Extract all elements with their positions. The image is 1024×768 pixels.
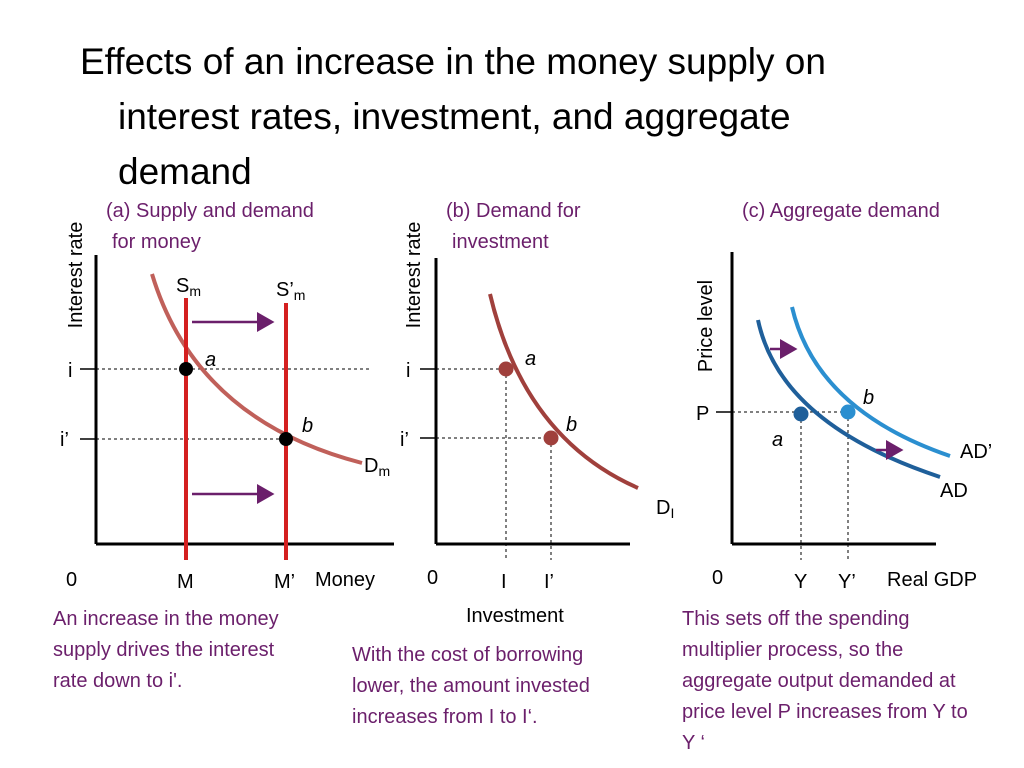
panel-c-ad-prime-curve (790, 306, 951, 458)
panel-c-ad-curve (756, 319, 941, 479)
panel-a-title: (a) Supply and demand for money (106, 196, 314, 258)
panel-b-title-line-1: (b) Demand for (446, 200, 581, 222)
panel-c-point-a (793, 406, 809, 422)
panel-b-title-line-2: investment (452, 231, 549, 253)
panel-a-supply-label: Sm (176, 275, 201, 299)
panel-c-point-b (840, 404, 856, 420)
panel-a-supply-prime-label: S’m (276, 279, 305, 303)
panel-a-point-a (179, 362, 193, 376)
panel-c-graph: Price level P a b AD’ AD 0 Y Y’ Real GDP (695, 252, 992, 593)
panel-c-caption-line-2: multiplier process, so the (682, 639, 904, 661)
title-line-3: demand (118, 151, 252, 192)
panel-b-title: (b) Demand for investment (446, 196, 581, 258)
panel-a-x-axis-label: Money (315, 569, 375, 591)
panel-b-origin: 0 (427, 567, 438, 589)
panel-a-i-label: i (68, 360, 72, 382)
panel-b-point-a-label: a (525, 348, 536, 370)
panel-a-caption: An increase in the money supply drives t… (53, 604, 279, 697)
panel-a-money-demand-curve (150, 273, 363, 465)
panel-b-i-label: i (406, 360, 410, 382)
panel-a-caption-line-3: rate down to i'. (53, 670, 183, 692)
panel-a-y-axis-label: Interest rate (65, 222, 87, 329)
panel-b-x-axis-label: Investment (466, 605, 564, 627)
panel-c-point-b-label: b (863, 387, 874, 409)
panel-c-y-axis-label: Price level (695, 280, 717, 372)
panel-b-point-b (543, 430, 559, 446)
panel-a-point-a-label: a (205, 349, 216, 371)
panel-b-caption-line-1: With the cost of borrowing (352, 644, 584, 666)
panel-a-point-b-label: b (302, 415, 313, 437)
panel-c-title: (c) Aggregate demand (742, 200, 940, 222)
panel-a-title-line-1: (a) Supply and demand (106, 200, 314, 222)
panel-a-title-line-2: for money (112, 231, 201, 253)
panel-a-caption-line-2: supply drives the interest (53, 639, 275, 661)
panel-b-caption-line-3: increases from I to I‘. (352, 706, 538, 728)
panel-a-m-prime-label: M’ (274, 571, 295, 593)
title-line-2: interest rates, investment, and aggregat… (118, 96, 791, 137)
panel-c-ad-label: AD (940, 480, 968, 502)
title-line-1: Effects of an increase in the money supp… (80, 41, 826, 82)
panel-b-inv-label: I (501, 571, 507, 593)
panel-b-graph: Interest rate i i’ a b DI 0 I I’ Investm… (400, 222, 674, 627)
panel-b-caption: With the cost of borrowing lower, the am… (352, 640, 590, 733)
panel-c-origin: 0 (712, 567, 723, 589)
panel-b-demand-label: DI (656, 497, 674, 521)
panel-b-caption-line-2: lower, the amount invested (352, 675, 590, 697)
panel-b-point-a (498, 361, 514, 377)
panel-a-graph: Interest rate i i’ a b Sm S’m Dm 0 M M’ … (60, 222, 394, 593)
panel-c-p-label: P (696, 403, 709, 425)
panel-a-origin: 0 (66, 569, 77, 591)
panel-c-caption-line-5: Y ‘ (682, 732, 705, 754)
panel-b-i-prime-label: i’ (400, 429, 409, 451)
panel-c-caption-line-4: price level P increases from Y to (682, 701, 968, 723)
panel-a-i-prime-label: i’ (60, 429, 69, 451)
panel-a-caption-line-1: An increase in the money (53, 608, 279, 630)
panel-a-m-label: M (177, 571, 194, 593)
panel-c-caption-line-3: aggregate output demanded at (682, 670, 956, 692)
panel-c-caption: This sets off the spending multiplier pr… (682, 604, 968, 759)
panel-b-inv-prime-label: I’ (544, 571, 554, 593)
panel-b-y-axis-label: Interest rate (403, 222, 425, 329)
panel-b-investment-demand-curve (488, 293, 639, 490)
panel-c-caption-line-1: This sets off the spending (682, 608, 910, 630)
panel-c-x-axis-label: Real GDP (887, 569, 977, 591)
panel-c-point-a-label: a (772, 429, 783, 451)
panel-c-y-label: Y (794, 571, 807, 593)
panel-a-point-b (279, 432, 293, 446)
panel-b-point-b-label: b (566, 414, 577, 436)
slide-title: Effects of an increase in the money supp… (80, 34, 980, 199)
panel-c-ad-prime-label: AD’ (960, 441, 992, 463)
panel-a-demand-label: Dm (364, 455, 390, 479)
panel-c-y-prime-label: Y’ (838, 571, 856, 593)
